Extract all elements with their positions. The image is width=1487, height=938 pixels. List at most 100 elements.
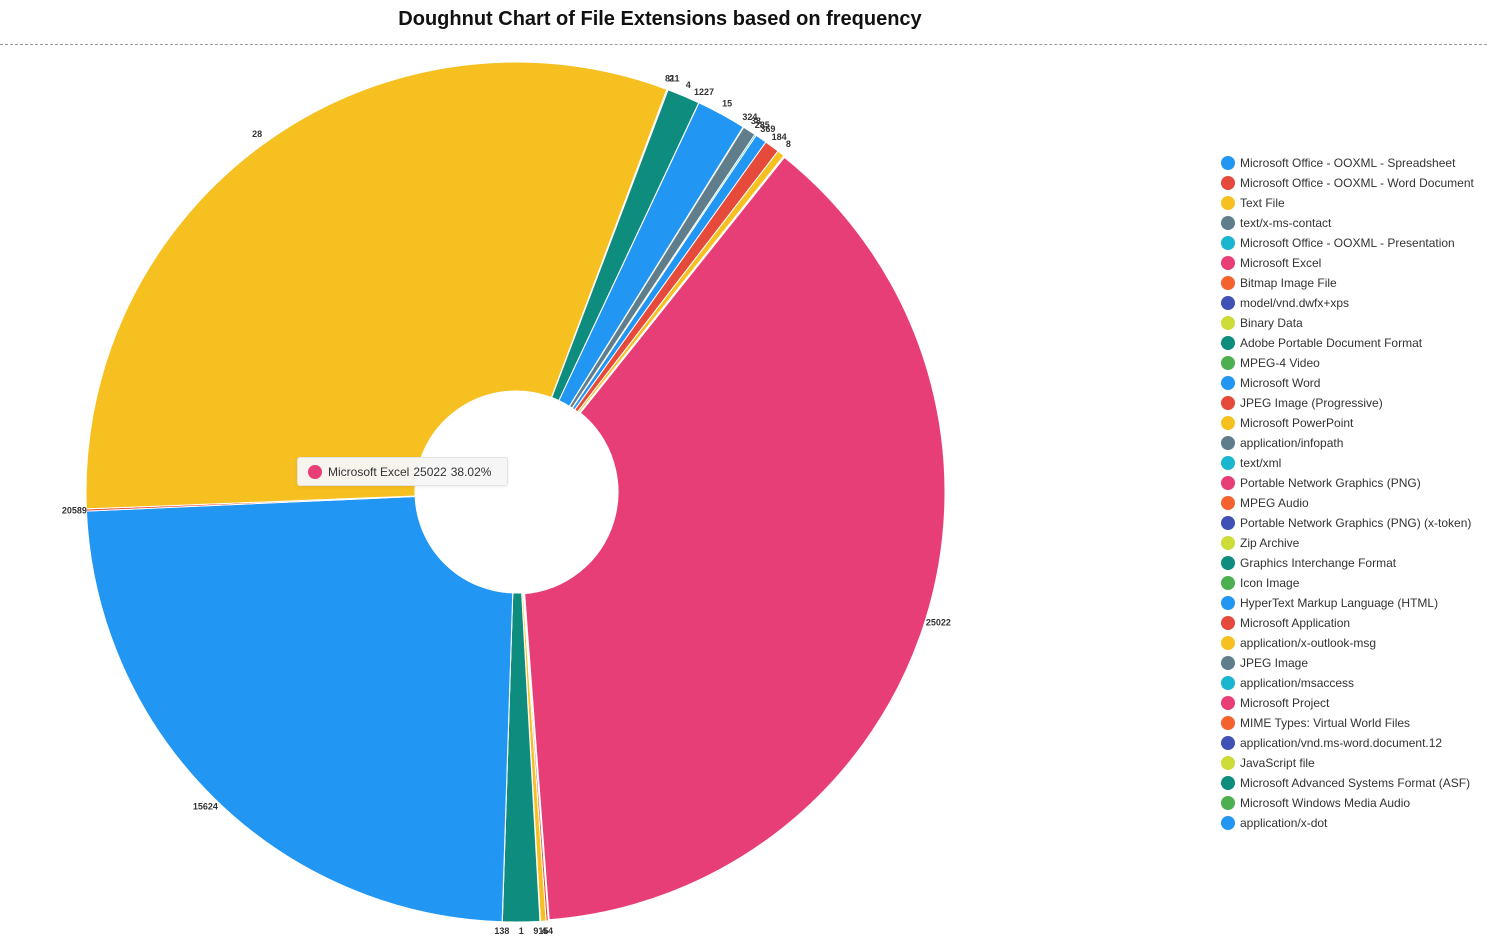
legend-color-dot	[1221, 416, 1235, 430]
legend-color-dot	[1221, 196, 1235, 210]
legend-item[interactable]: Microsoft Project	[1221, 693, 1483, 713]
slice-value-label: 54	[543, 926, 553, 936]
legend-color-dot	[1221, 376, 1235, 390]
legend-item[interactable]: Microsoft Advanced Systems Format (ASF)	[1221, 773, 1483, 793]
legend-label: Microsoft Project	[1240, 696, 1330, 710]
legend-color-dot	[1221, 216, 1235, 230]
legend-label: MPEG Audio	[1240, 496, 1309, 510]
legend-label: Icon Image	[1240, 576, 1300, 590]
legend-item[interactable]: Microsoft Windows Media Audio	[1221, 793, 1483, 813]
legend-color-dot	[1221, 316, 1235, 330]
legend-item[interactable]: Icon Image	[1221, 573, 1483, 593]
tooltip-label: Microsoft Excel	[328, 464, 410, 479]
legend-label: Zip Archive	[1240, 536, 1300, 550]
legend-color-dot	[1221, 616, 1235, 630]
legend-label: Microsoft Advanced Systems Format (ASF)	[1240, 776, 1471, 790]
legend-item[interactable]: Portable Network Graphics (PNG)	[1221, 473, 1483, 493]
legend-item[interactable]: MPEG-4 Video	[1221, 353, 1483, 373]
legend-label: Graphics Interchange Format	[1240, 556, 1397, 570]
legend-item[interactable]: JPEG Image (Progressive)	[1221, 393, 1483, 413]
legend-label: application/x-outlook-msg	[1240, 636, 1377, 650]
legend-item[interactable]: application/x-dot	[1221, 813, 1483, 833]
legend-label: JPEG Image	[1240, 656, 1309, 670]
legend-color-dot	[1221, 776, 1235, 790]
legend-item[interactable]: application/msaccess	[1221, 673, 1483, 693]
legend-label: application/x-dot	[1240, 816, 1328, 830]
doughnut-slice[interactable]	[521, 153, 948, 923]
legend-item[interactable]: application/x-outlook-msg	[1221, 633, 1483, 653]
doughnut-slice[interactable]	[85, 61, 668, 510]
legend-item[interactable]: Adobe Portable Document Format	[1221, 333, 1483, 353]
legend-item[interactable]: Zip Archive	[1221, 533, 1483, 553]
legend-color-dot	[1221, 176, 1235, 190]
legend-label: application/vnd.ms-word.document.12	[1240, 736, 1443, 750]
legend-color-dot	[1221, 676, 1235, 690]
slice-value-label: 324	[742, 112, 757, 122]
legend-label: Binary Data	[1240, 316, 1303, 330]
legend-item[interactable]: Microsoft Word	[1221, 373, 1483, 393]
legend-label: MPEG-4 Video	[1240, 356, 1320, 370]
slice-value-label: 2	[669, 73, 674, 83]
legend-item[interactable]: model/vnd.dwfx+xps	[1221, 293, 1483, 313]
chart-title: Doughnut Chart of File Extensions based …	[398, 8, 922, 30]
legend-label: JPEG Image (Progressive)	[1240, 396, 1383, 410]
slice-value-label: 1227	[694, 87, 714, 97]
legend-item[interactable]: text/xml	[1221, 453, 1483, 473]
legend-color-dot	[1221, 296, 1235, 310]
chart-tooltip: Microsoft Excel 25022 38.02%	[297, 457, 509, 486]
slice-value-label: 285	[755, 120, 770, 130]
legend-item[interactable]: Text File	[1221, 193, 1483, 213]
legend-label: JavaScript file	[1240, 756, 1315, 770]
legend-label: Microsoft Office - OOXML - Spreadsheet	[1240, 156, 1456, 170]
slice-value-label: 15624	[193, 801, 218, 811]
legend-item[interactable]: JPEG Image	[1221, 653, 1483, 673]
slice-value-label: 369	[760, 124, 775, 134]
legend-item[interactable]: Graphics Interchange Format	[1221, 553, 1483, 573]
doughnut-slice[interactable]	[85, 495, 514, 923]
legend-label: Microsoft Office - OOXML - Presentation	[1240, 236, 1455, 250]
legend-color-dot	[1221, 576, 1235, 590]
legend-item[interactable]: Microsoft PowerPoint	[1221, 413, 1483, 433]
legend-color-dot	[1221, 796, 1235, 810]
legend-item[interactable]: Bitmap Image File	[1221, 273, 1483, 293]
legend-label: Text File	[1240, 196, 1285, 210]
slice-value-label: 28	[252, 129, 262, 139]
legend-item[interactable]: HyperText Markup Language (HTML)	[1221, 593, 1483, 613]
legend-color-dot	[1221, 816, 1235, 830]
legend-color-dot	[1221, 436, 1235, 450]
legend-color-dot	[1221, 396, 1235, 410]
legend-color-dot	[1221, 276, 1235, 290]
legend-label: MIME Types: Virtual World Files	[1240, 716, 1411, 730]
slice-value-label: 38	[751, 116, 761, 126]
legend-color-dot	[1221, 336, 1235, 350]
legend-label: model/vnd.dwfx+xps	[1240, 296, 1350, 310]
legend-item[interactable]: application/infopath	[1221, 433, 1483, 453]
legend-item[interactable]: Microsoft Office - OOXML - Spreadsheet	[1221, 153, 1483, 173]
legend-label: Portable Network Graphics (PNG)	[1240, 476, 1421, 490]
legend-item[interactable]: Microsoft Office - OOXML - Word Document	[1221, 173, 1483, 193]
legend-item[interactable]: text/x-ms-contact	[1221, 213, 1483, 233]
slice-value-label: 25022	[926, 617, 951, 627]
legend-color-dot	[1221, 236, 1235, 250]
legend-item[interactable]: Microsoft Application	[1221, 613, 1483, 633]
doughnut-slice[interactable]	[578, 155, 785, 414]
legend-item[interactable]: Microsoft Office - OOXML - Presentation	[1221, 233, 1483, 253]
legend-item[interactable]: JavaScript file	[1221, 753, 1483, 773]
legend-color-dot	[1221, 756, 1235, 770]
slice-value-label: 4	[542, 926, 547, 936]
legend-label: text/x-ms-contact	[1240, 216, 1332, 230]
legend-item[interactable]: MPEG Audio	[1221, 493, 1483, 513]
legend-label: Microsoft Excel	[1240, 256, 1322, 270]
slice-value-label: 20589	[62, 506, 87, 516]
slice-value-label: 915	[533, 926, 548, 936]
legend-item[interactable]: MIME Types: Virtual World Files	[1221, 713, 1483, 733]
legend-item[interactable]: application/vnd.ms-word.document.12	[1221, 733, 1483, 753]
slice-value-label: 138	[494, 926, 509, 936]
legend-item[interactable]: Portable Network Graphics (PNG) (x-token…	[1221, 513, 1483, 533]
legend-label: Adobe Portable Document Format	[1240, 336, 1423, 350]
legend-item[interactable]: Binary Data	[1221, 313, 1483, 333]
legend-color-dot	[1221, 536, 1235, 550]
legend-label: application/infopath	[1240, 436, 1344, 450]
legend-item[interactable]: Microsoft Excel	[1221, 253, 1483, 273]
doughnut-chart: 2502254491511381562420589282811412271532…	[62, 61, 951, 936]
